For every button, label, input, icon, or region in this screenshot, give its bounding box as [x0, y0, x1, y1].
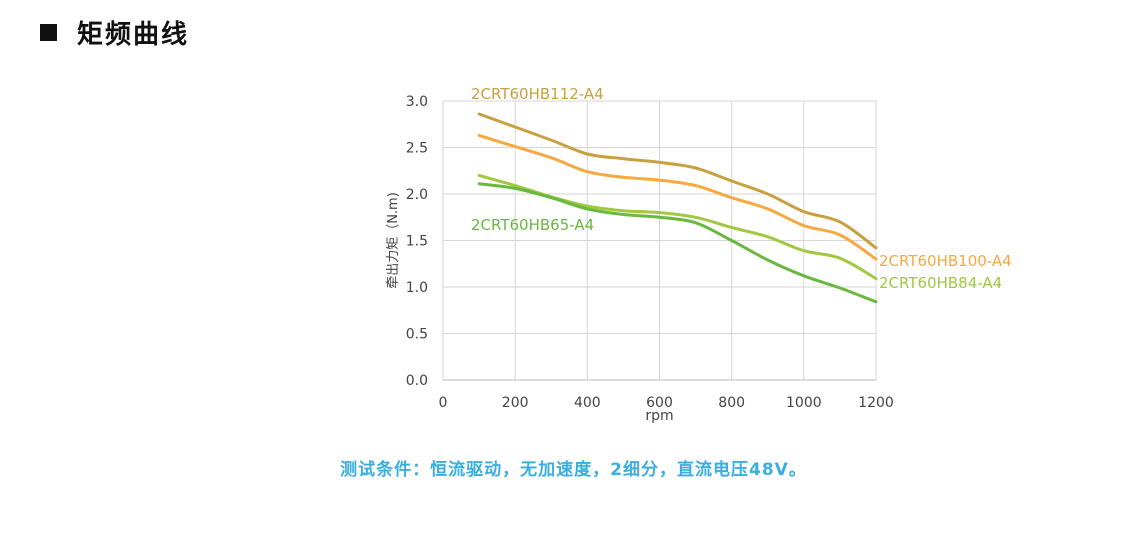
x-tick-label: 400 — [574, 395, 601, 411]
section-title: 矩频曲线 — [40, 14, 189, 51]
x-axis-label: rpm — [645, 408, 673, 424]
x-tick-label: 200 — [502, 395, 529, 411]
y-tick-label: 3.0 — [406, 94, 428, 110]
series-label: 2CRT60HB84-A4 — [879, 274, 1002, 292]
series-label: 2CRT60HB65-A4 — [471, 216, 594, 234]
series-label: 2CRT60HB100-A4 — [879, 252, 1012, 270]
y-tick-label: 0.5 — [406, 327, 428, 343]
x-tick-label: 1000 — [786, 395, 822, 411]
torque-frequency-chart: 牵出力矩（N.m) rpm 0 200 400 600 800 1000 1200 0.0 0.… — [386, 85, 1012, 424]
x-tick-label: 800 — [718, 395, 745, 411]
series-line-2crt60hb100-a4 — [477, 133, 878, 261]
test-conditions-caption: 测试条件：恒流驱动，无加速度，2细分，直流电压48V。 — [340, 460, 807, 480]
y-tick-label: 2.5 — [406, 141, 428, 157]
y-axis-label: 牵出力矩（N.m) — [386, 192, 401, 289]
series-labels: 2CRT60HB112-A4 2CRT60HB100-A4 2CRT60HB84-A… — [471, 85, 1012, 292]
section-title-text: 矩频曲线 — [77, 20, 190, 50]
x-tick-label: 1200 — [858, 395, 894, 411]
y-tick-label: 1.0 — [406, 280, 428, 296]
x-tick-label: 0 — [439, 395, 448, 411]
title-square-icon — [40, 24, 57, 41]
chart-axes: 牵出力矩（N.m) rpm 0 200 400 600 800 1000 1200 0.0 0.… — [386, 94, 894, 424]
y-tick-label: 0.0 — [406, 373, 428, 389]
series-line-2crt60hb112-a4 — [477, 112, 878, 250]
series-label: 2CRT60HB112-A4 — [471, 85, 604, 103]
y-tick-label: 1.5 — [406, 234, 428, 250]
y-tick-label: 2.0 — [406, 187, 428, 203]
series-line-2crt60hb65-a4 — [477, 182, 878, 304]
x-tick-label: 600 — [646, 395, 673, 411]
chart-series — [477, 112, 878, 304]
